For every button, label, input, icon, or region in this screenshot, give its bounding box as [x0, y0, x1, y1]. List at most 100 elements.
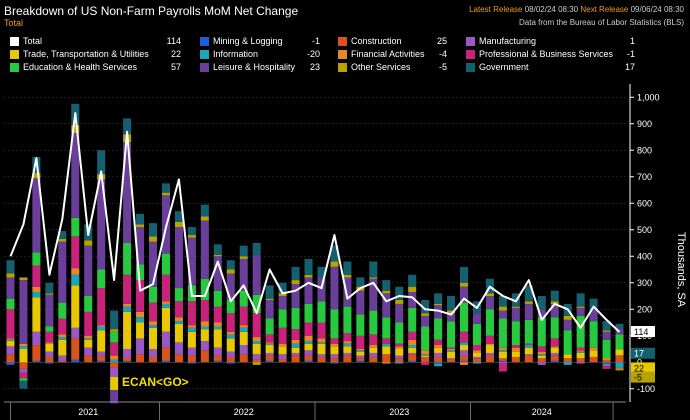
bar-other	[511, 306, 520, 308]
bar-leisure	[421, 315, 430, 327]
bar-trade	[174, 323, 183, 343]
legend-label-construction: Construction	[351, 36, 402, 46]
bar-leisure	[71, 133, 80, 218]
bar-professional	[200, 299, 209, 322]
bar-financial	[278, 343, 287, 347]
bar-construction	[45, 356, 54, 363]
bar-leisure	[382, 293, 391, 318]
bar-education	[343, 306, 352, 334]
bar-trade	[408, 347, 417, 353]
bar-trade	[239, 331, 248, 346]
bar-information	[19, 346, 28, 349]
bar-construction	[589, 356, 598, 363]
bar-other	[550, 301, 559, 304]
bar-government	[421, 299, 430, 314]
bar-professional	[6, 309, 15, 339]
bar-government	[343, 261, 352, 275]
bar-trade	[485, 345, 494, 353]
legend-value-leisure: 23	[309, 62, 320, 72]
bar-government	[447, 296, 456, 311]
bar-education	[161, 253, 170, 275]
bar-government	[226, 260, 235, 270]
bar-education	[291, 307, 300, 330]
bar-financial	[343, 341, 352, 344]
bar-professional	[110, 342, 119, 356]
bar-other	[602, 330, 611, 332]
bar-professional	[239, 306, 248, 326]
x-year-label: 2023	[389, 407, 409, 417]
bar-government	[408, 274, 417, 287]
bar-information	[97, 326, 106, 331]
bar-manufacturing	[460, 350, 469, 356]
bar-trade	[71, 285, 80, 328]
bar-financial	[615, 367, 624, 369]
bar-trade	[161, 307, 170, 332]
bar-government	[356, 277, 365, 287]
bar-financial	[382, 362, 391, 364]
legend-item-financial: Financial Activities -4	[338, 48, 447, 61]
bar-financial	[252, 337, 261, 342]
bar-financial	[136, 311, 145, 318]
bar-trade	[369, 347, 378, 353]
bar-professional	[19, 372, 28, 379]
bar-education	[615, 334, 624, 350]
bar-information	[563, 362, 572, 365]
bar-information	[434, 363, 443, 367]
bar-construction	[19, 362, 28, 369]
bar-government	[123, 118, 132, 135]
legend-swatch-information	[200, 50, 209, 59]
bar-mining	[6, 362, 15, 365]
legend-item-other: Other Services -5	[338, 61, 447, 74]
bar-leisure	[200, 220, 209, 279]
bar-other	[265, 298, 274, 300]
bar-education	[485, 309, 494, 336]
bar-education	[382, 317, 391, 339]
bar-other	[71, 125, 80, 134]
bar-trade	[498, 351, 507, 359]
bar-construction	[369, 356, 378, 363]
bar-leisure	[84, 245, 93, 296]
bar-mining	[602, 362, 611, 364]
bar-financial	[537, 351, 546, 355]
bar-mining	[265, 360, 274, 363]
bar-manufacturing	[330, 354, 339, 359]
bar-manufacturing	[369, 352, 378, 357]
bar-information	[265, 343, 274, 346]
bar-financial	[472, 350, 481, 353]
bar-trade	[317, 343, 326, 355]
bar-other	[421, 313, 430, 316]
bar-information	[226, 334, 235, 339]
bar-education	[200, 278, 209, 300]
bar-other	[408, 286, 417, 293]
bar-construction	[58, 360, 67, 363]
callout-box-government	[631, 347, 655, 359]
bar-financial	[19, 343, 28, 347]
bar-mining	[615, 362, 624, 363]
bar-government	[174, 211, 183, 222]
bar-professional	[278, 327, 287, 344]
bar-leisure	[395, 303, 404, 323]
bar-financial	[265, 342, 274, 344]
bar-manufacturing	[32, 331, 41, 346]
bar-trade	[136, 322, 145, 339]
bar-leisure	[213, 256, 222, 291]
bar-manufacturing	[200, 341, 209, 351]
bar-leisure	[187, 237, 196, 286]
ecan-watermark: ECAN<GO>	[122, 375, 189, 389]
bar-other	[576, 306, 585, 308]
bar-other	[6, 273, 15, 278]
bar-education	[136, 264, 145, 281]
legend-label-government: Government	[479, 62, 529, 72]
x-year-label: 2021	[78, 407, 98, 417]
bar-government	[19, 380, 28, 389]
bar-trade	[460, 345, 469, 351]
bar-trade	[123, 311, 132, 349]
bar-financial	[421, 350, 430, 355]
bar-financial	[110, 355, 119, 360]
bar-professional	[213, 306, 222, 323]
bar-manufacturing	[408, 352, 417, 355]
bar-education	[239, 290, 248, 307]
bar-construction	[252, 359, 261, 363]
bar-other	[343, 274, 352, 278]
bar-information	[382, 343, 391, 347]
